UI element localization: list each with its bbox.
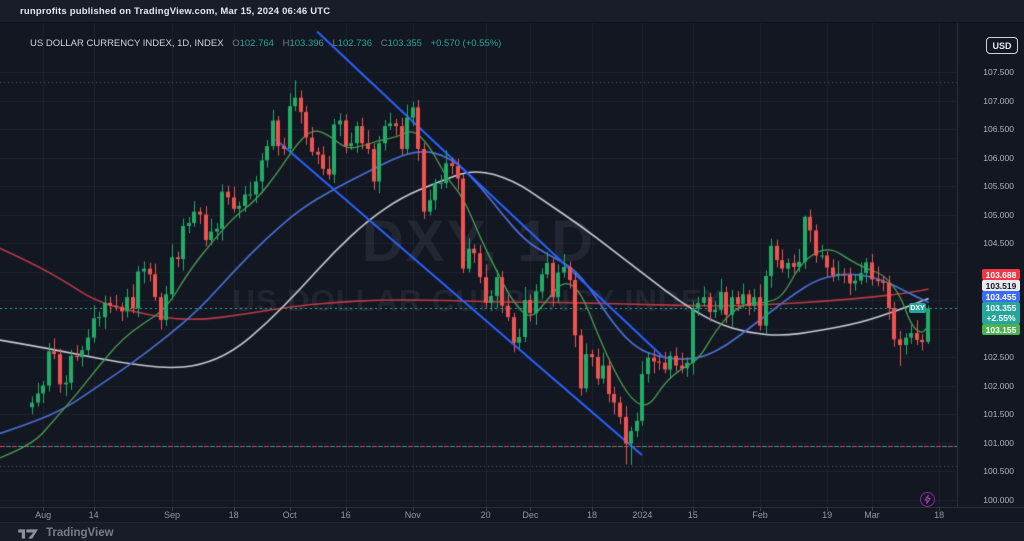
time-tick-mark — [290, 507, 291, 511]
time-tick-label: Oct — [282, 510, 297, 520]
time-tick-mark — [486, 507, 487, 511]
time-tick-label: Dec — [522, 510, 539, 520]
price-tick-label: 102.000 — [983, 380, 1014, 391]
time-tick-label: 20 — [480, 510, 491, 520]
time-tick-label: 18 — [586, 510, 597, 520]
ma-price-label: 103.155 — [982, 324, 1020, 336]
price-tick-label: 107.000 — [983, 95, 1014, 106]
time-tick-mark — [43, 507, 44, 511]
legend-low-value: 102.736 — [337, 38, 373, 49]
legend-low-label: L — [332, 38, 338, 49]
ma-price-label: 103.519 — [982, 280, 1020, 292]
time-tick-label: 2024 — [632, 510, 653, 520]
price-tick-label: 101.000 — [983, 437, 1014, 448]
legend-close-label: C — [380, 38, 388, 49]
time-tick-mark — [94, 507, 95, 511]
time-tick-mark — [530, 507, 531, 511]
time-tick-mark — [346, 507, 347, 511]
time-tick-mark — [693, 507, 694, 511]
attribution-bar: TradingView — [0, 522, 1024, 541]
publish-info-text: runprofits published on TradingView.com,… — [20, 5, 331, 17]
price-tick-label: 101.500 — [983, 409, 1014, 419]
price-tick-label: 102.500 — [983, 352, 1014, 362]
legend-change-value: +0.570 (+0.55%) — [430, 38, 502, 49]
time-tick-label: Aug — [35, 510, 52, 520]
price-tick-label: 104.500 — [983, 238, 1014, 248]
time-tick-mark — [413, 507, 414, 511]
symbol-legend[interactable]: US DOLLAR CURRENCY INDEX, 1D, INDEX O102… — [30, 38, 501, 49]
time-tick-mark — [642, 507, 643, 511]
price-tick-label: 105.500 — [983, 181, 1014, 191]
price-tick-label: 106.500 — [983, 124, 1014, 134]
price-tick-label: 100.500 — [983, 466, 1014, 476]
tradingview-brand-text[interactable]: TradingView — [46, 526, 114, 539]
price-axis[interactable]: 107.500 107.000 106.500 106.000 105.500 105.0… — [909, 22, 1024, 507]
time-tick-label: Feb — [752, 510, 768, 520]
time-tick-mark — [939, 507, 940, 511]
tradingview-logo-icon — [18, 528, 38, 539]
time-tick-label: 16 — [340, 510, 351, 520]
price-tick-label: 105.000 — [983, 209, 1014, 220]
price-axis-border — [957, 22, 958, 507]
time-tick-label: 18 — [228, 510, 239, 520]
time-tick-mark — [760, 507, 761, 511]
time-tick-label: Mar — [864, 510, 880, 520]
tradingview-logo[interactable]: TradingView — [18, 527, 114, 539]
legend-symbol-title[interactable]: US DOLLAR CURRENCY INDEX, 1D, INDEX — [30, 38, 224, 49]
currency-unit-button[interactable]: USD — [986, 37, 1018, 54]
legend-high-label: H — [282, 38, 290, 49]
time-tick-mark — [827, 507, 828, 511]
time-tick-mark — [172, 507, 173, 511]
time-tick-label: 14 — [88, 510, 99, 520]
ma-price-label: 103.455 — [982, 291, 1020, 303]
time-tick-label: 18 — [934, 510, 945, 520]
publish-info-bar: runprofits published on TradingView.com,… — [0, 0, 1024, 23]
legend-open-value: 102.764 — [239, 38, 274, 49]
time-axis[interactable]: Aug 14 Sep 18 Oct 16 Nov 20 Dec 18 2024 15 Feb 19 Mar 1… — [0, 507, 957, 522]
legend-open-label: O — [232, 38, 240, 49]
time-tick-mark — [592, 507, 593, 511]
time-tick-label: Sep — [163, 510, 180, 520]
time-tick-label: 19 — [822, 510, 833, 520]
time-tick-label: 15 — [687, 510, 698, 520]
symbol-price-tag: DXY — [909, 303, 926, 314]
last-price-label: 103.355 +2.55% — [982, 302, 1020, 325]
time-axis-border — [0, 507, 1024, 508]
time-tick-mark — [872, 507, 873, 511]
price-tick-label: 106.000 — [983, 152, 1014, 163]
price-tick-label: 100.000 — [983, 494, 1014, 505]
time-tick-label: Nov — [404, 510, 421, 520]
ma-price-label: 103.688 — [982, 269, 1020, 281]
time-tick-mark — [234, 507, 235, 511]
price-tick-label: 107.500 — [983, 67, 1014, 77]
legend-close-value: 103.355 — [387, 38, 422, 49]
legend-high-value: 103.396 — [289, 38, 324, 49]
event-lightning-icon[interactable] — [920, 492, 935, 507]
